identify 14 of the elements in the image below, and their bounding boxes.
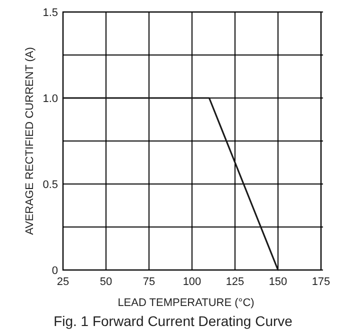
x-tick-label: 25 — [56, 276, 70, 288]
x-tick-label: 50 — [100, 276, 112, 288]
x-tick-label: 175 — [312, 276, 330, 288]
x-tick-label: 150 — [268, 276, 288, 288]
y-tick-label: 1.0 — [42, 93, 58, 105]
x-axis-title: LEAD TEMPERATURE (°C) — [118, 297, 254, 309]
y-tick-label: 0.5 — [42, 179, 58, 191]
y-tick-label: 1.5 — [42, 7, 58, 19]
text: Fig. 1 Forward Current Derating Curve — [54, 313, 293, 329]
x-tick-label: 125 — [226, 276, 244, 288]
y-axis-title: AVERAGE RECTIFIED CURRENT (A) — [24, 47, 36, 235]
y-tick-label: 0 — [52, 265, 58, 277]
x-tick-label: 100 — [182, 276, 202, 288]
x-tick-label: 75 — [142, 276, 156, 288]
